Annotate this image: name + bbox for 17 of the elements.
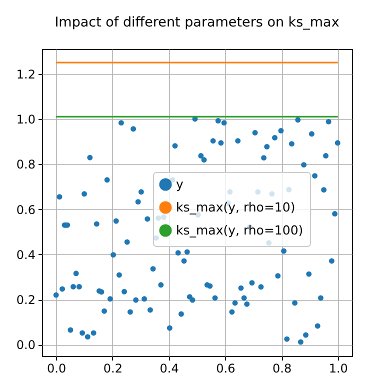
y-tick-label: 1.0 — [16, 112, 36, 126]
legend-label: ks_max(y, rho=100) — [176, 222, 304, 238]
y-tick-label: 0.6 — [16, 202, 36, 217]
y-tick-label: 1.2 — [16, 67, 36, 82]
y-tick-label: 0.2 — [16, 293, 36, 308]
x-tick-label: 1.0 — [328, 362, 348, 376]
y-tick-label: 0.0 — [16, 338, 36, 352]
x-tick-label: 0.2 — [103, 362, 122, 376]
y-tick-label: 0.4 — [16, 248, 36, 262]
chart-title: Impact of different parameters on ks_max — [54, 14, 340, 30]
y-tick-label: 0.8 — [16, 158, 36, 172]
legend-label: y — [176, 176, 184, 192]
x-tick-label: 0.8 — [272, 362, 292, 376]
x-tick-label: 0.4 — [160, 362, 179, 376]
legend-label: ks_max(y, rho=10) — [176, 200, 296, 214]
x-tick-label: 0.6 — [216, 362, 236, 376]
x-tick-label: 0.0 — [47, 362, 66, 376]
